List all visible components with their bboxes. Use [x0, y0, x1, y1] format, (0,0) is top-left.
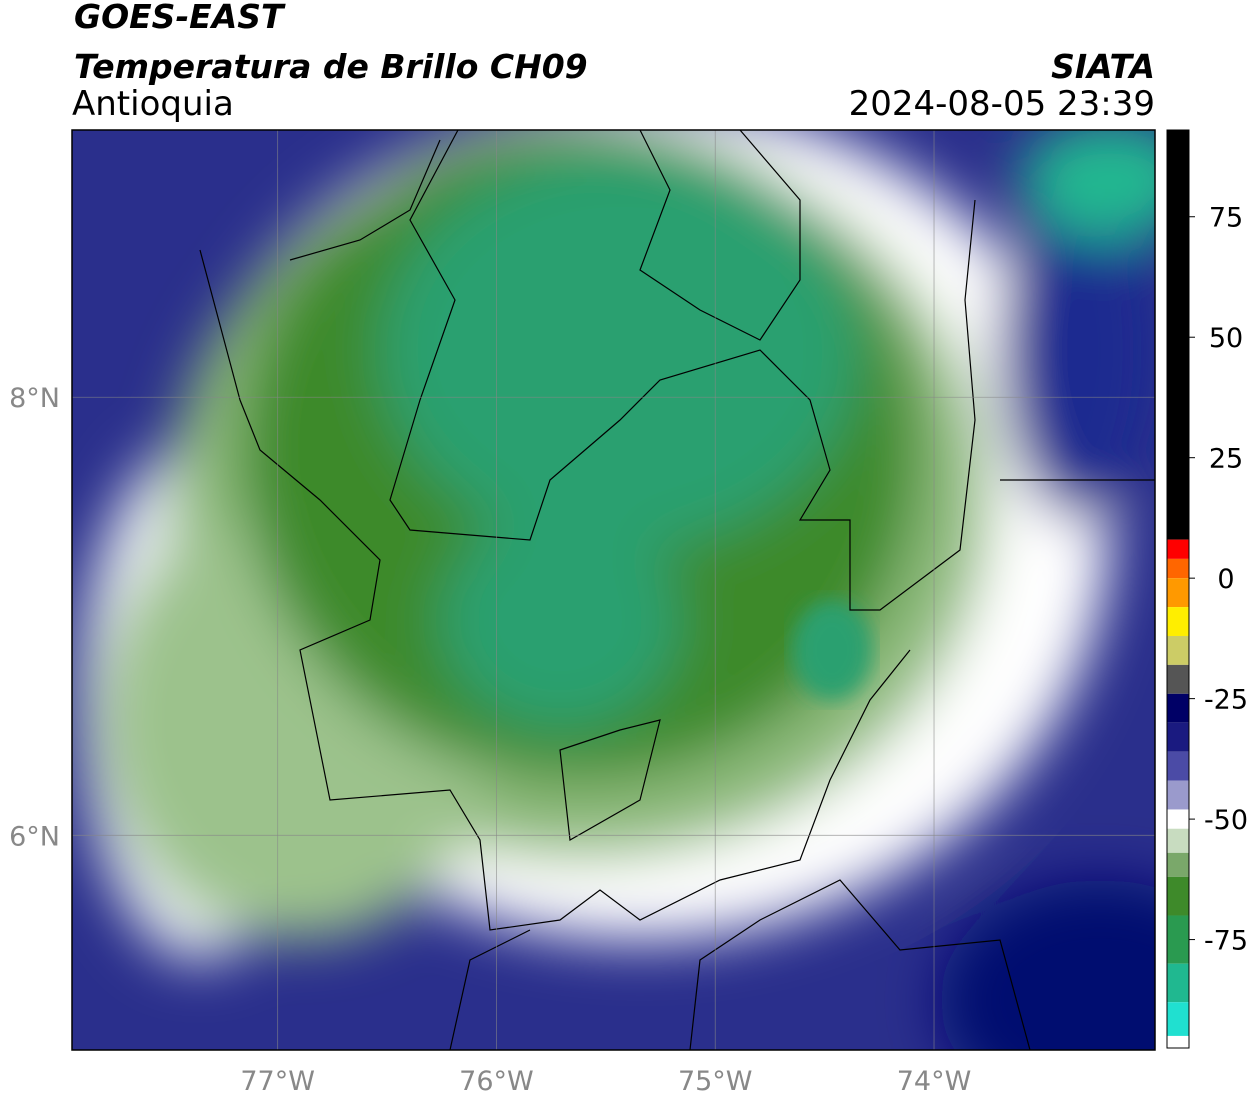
satellite-image	[72, 130, 1155, 1050]
colorbar-band	[1167, 751, 1189, 781]
colorbar-band	[1167, 664, 1189, 694]
source: SIATA	[1051, 47, 1155, 86]
colorbar-band	[1167, 1002, 1189, 1036]
colorbar-tick-label: -75	[1204, 926, 1248, 957]
colorbar-band	[1167, 1035, 1189, 1048]
colorbar-band	[1167, 828, 1189, 853]
y-tick-label: 8°N	[9, 383, 60, 414]
colorbar-tick-label: 50	[1209, 323, 1243, 354]
datetime: 2024-08-05 23:39	[849, 84, 1155, 124]
colorbar-band	[1167, 780, 1189, 810]
colorbar-tick-label: -50	[1204, 805, 1248, 836]
colorbar-band	[1167, 852, 1189, 877]
x-tick-label: 76°W	[459, 1066, 534, 1097]
colorbar-band	[1167, 539, 1189, 559]
y-tick-label: 6°N	[9, 821, 60, 852]
colorbar-band	[1167, 915, 1189, 964]
colorbar-tick-label: 0	[1217, 564, 1234, 595]
colorbar-band	[1167, 635, 1189, 665]
colorbar-band	[1167, 722, 1189, 752]
subtitle: Temperatura de Brillo CH09	[74, 47, 588, 86]
colorbar-tick-label: 25	[1209, 444, 1243, 475]
colorbar-frame	[1166, 129, 1190, 1049]
x-tick-label: 74°W	[897, 1066, 972, 1097]
borders	[199, 130, 1155, 1050]
colorbar-tick-label: 75	[1209, 203, 1243, 234]
region: Antioquia	[72, 84, 234, 124]
x-tick-label: 75°W	[678, 1066, 753, 1097]
colorbar-band	[1167, 963, 1189, 1003]
map-frame	[71, 129, 1156, 1051]
colorbar-band	[1167, 130, 1189, 540]
colorbar-band	[1167, 809, 1189, 829]
colorbar-band	[1167, 607, 1189, 636]
colorbar-band	[1167, 693, 1189, 723]
title: GOES-EAST	[74, 0, 286, 36]
colorbar-band	[1167, 876, 1189, 916]
colorbar-band	[1167, 558, 1189, 579]
colorbar-tick-label: -25	[1204, 685, 1248, 716]
x-tick-label: 77°W	[240, 1066, 315, 1097]
colorbar-band	[1167, 578, 1189, 608]
